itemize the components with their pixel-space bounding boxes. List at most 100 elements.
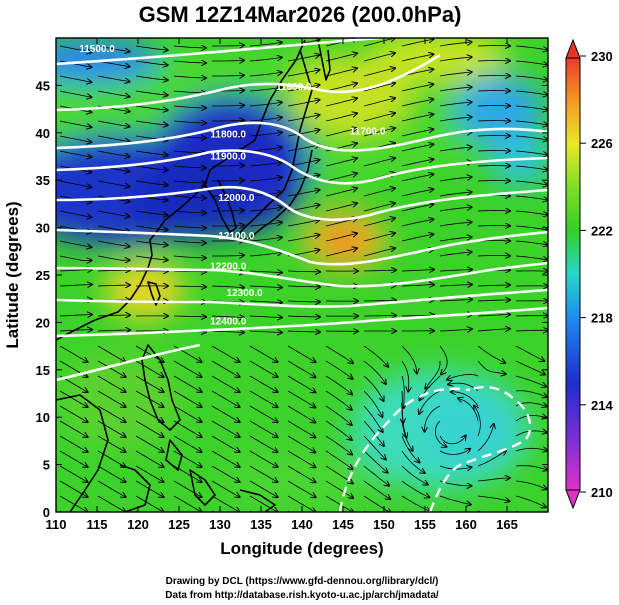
streamline [515, 390, 547, 397]
streamline [515, 165, 548, 170]
contour-label: 11500.0 [79, 44, 115, 55]
streamline [97, 225, 130, 232]
streamline [212, 195, 244, 196]
streamline [515, 360, 545, 375]
contour-label: 11900.0 [210, 151, 246, 162]
streamline [249, 390, 278, 407]
streamline [425, 361, 441, 389]
streamline [249, 271, 282, 273]
chart-title: GSM 12Z14Mar2026 (200.0hPa) [139, 2, 462, 27]
streamline [439, 345, 448, 374]
streamline [173, 435, 202, 452]
streamline [135, 45, 168, 50]
x-axis-label: Longitude (degrees) [220, 539, 383, 558]
streamline [135, 420, 164, 437]
streamline [59, 240, 91, 247]
streamline [287, 235, 319, 242]
streamline [173, 286, 206, 287]
streamline [401, 360, 409, 392]
streamline [515, 135, 548, 140]
streamline [515, 448, 548, 451]
streamline [59, 465, 88, 482]
streamline [401, 189, 433, 197]
streamline [135, 150, 168, 155]
streamline [173, 211, 206, 213]
streamline [325, 495, 353, 512]
streamline [97, 150, 130, 157]
streamline [97, 135, 130, 142]
streamline [211, 360, 240, 377]
streamline [287, 271, 320, 272]
streamline [135, 240, 168, 245]
streamline [401, 345, 417, 373]
y-tick-label: 5 [43, 458, 50, 473]
streamline [363, 390, 382, 417]
streamline [249, 360, 278, 377]
streamline [59, 345, 88, 362]
streamline [249, 237, 282, 242]
streamline [458, 398, 479, 422]
streamline [211, 345, 240, 362]
streamline [363, 480, 390, 499]
streamline [212, 75, 244, 76]
streamline [173, 316, 206, 317]
streamline [249, 177, 282, 182]
streamline [363, 300, 396, 301]
streamline [287, 390, 315, 408]
streamline [135, 105, 168, 110]
streamline [59, 450, 88, 467]
streamline [173, 226, 206, 228]
streamline [439, 177, 472, 182]
streamline [59, 405, 88, 422]
streamline [325, 113, 357, 122]
x-tick-label: 135 [250, 517, 272, 532]
streamline [287, 465, 316, 482]
streamline [211, 286, 244, 288]
streamline [249, 495, 278, 512]
streamline [287, 100, 319, 107]
streamline [439, 285, 472, 287]
streamline [439, 252, 472, 257]
streamline [363, 248, 395, 257]
streamline [439, 329, 472, 331]
streamline [173, 495, 202, 512]
streamline [249, 331, 282, 333]
streamline [97, 480, 126, 497]
streamline [287, 70, 319, 77]
streamline [401, 144, 433, 152]
height-contours [56, 38, 548, 382]
streamline [249, 72, 282, 77]
streamline [173, 121, 206, 123]
contour-label: 11800.0 [210, 130, 246, 141]
streamline [287, 495, 316, 512]
streamline [515, 105, 548, 110]
streamline [59, 180, 91, 187]
streamline [515, 510, 520, 512]
streamline [59, 75, 91, 82]
streamline [59, 120, 91, 127]
streamline [97, 330, 130, 331]
streamline [363, 68, 395, 77]
y-axis: 0 5 10 15 20 25 30 35 40 45 [36, 78, 548, 520]
coastlines [56, 39, 331, 512]
streamline [363, 270, 396, 271]
x-tick-label: 165 [496, 517, 518, 532]
streamline [249, 316, 282, 318]
streamline [515, 465, 548, 471]
streamline [515, 60, 548, 65]
streamline [325, 450, 353, 469]
streamline [249, 465, 278, 482]
streamline [439, 102, 472, 107]
streamline [59, 210, 91, 217]
streamline [173, 181, 206, 183]
streamline [401, 480, 429, 497]
streamline [515, 90, 548, 95]
streamline [97, 315, 130, 316]
streamline [59, 285, 92, 287]
streamline [363, 345, 388, 367]
streamline [173, 390, 202, 407]
streamline [287, 286, 320, 287]
streamline [173, 271, 206, 272]
x-tick-label: 150 [373, 517, 395, 532]
streamline [363, 38, 395, 47]
